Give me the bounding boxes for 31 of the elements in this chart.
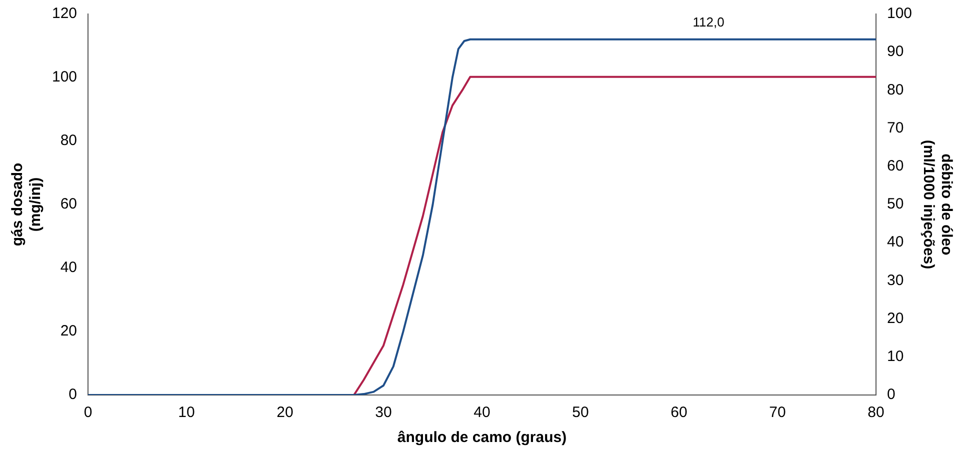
x-tick-label: 50 <box>572 404 589 422</box>
annotation: 112,0 <box>692 14 724 30</box>
x-tick-label: 0 <box>84 404 92 422</box>
y2-tick-label: 30 <box>886 272 904 289</box>
y2-tick-label: 90 <box>886 43 904 60</box>
y2-tick-label: 50 <box>886 196 904 213</box>
y2-tick-label: 10 <box>886 348 904 366</box>
y2-tick-label: 60 <box>886 158 904 175</box>
y-tick-label: 100 <box>52 68 78 86</box>
x-tick-label: 70 <box>769 404 786 422</box>
y2-tick-label: 20 <box>886 310 904 327</box>
y-tick-label: 80 <box>60 132 78 150</box>
y-tick-label: 60 <box>60 196 78 213</box>
x-tick-label: 20 <box>276 404 294 422</box>
y2-tick-label: 0 <box>886 386 896 404</box>
y-tick-label: 20 <box>60 322 78 340</box>
x-tick-label: 10 <box>178 404 195 422</box>
x-tick-label: 30 <box>375 404 392 422</box>
y2-tick-label: 100 <box>886 5 912 22</box>
y2-tick-label: 70 <box>886 119 904 136</box>
x-tick-label: 80 <box>868 404 884 422</box>
x-tick-label: 40 <box>474 404 490 422</box>
x-axis-title: ângulo de camo (graus) <box>397 429 567 446</box>
y-tick-label: 0 <box>68 386 78 404</box>
x-tick-label: 60 <box>670 404 688 422</box>
y2-axis-title: débito de óleo (ml/1000 injeções) <box>920 140 955 270</box>
y-tick-label: 40 <box>60 259 78 276</box>
y-tick-label: 120 <box>52 5 78 22</box>
y2-tick-label: 40 <box>886 234 904 251</box>
y-axis-title: gás dosado (mg/inj) <box>9 162 44 246</box>
y2-tick-label: 80 <box>886 81 904 98</box>
